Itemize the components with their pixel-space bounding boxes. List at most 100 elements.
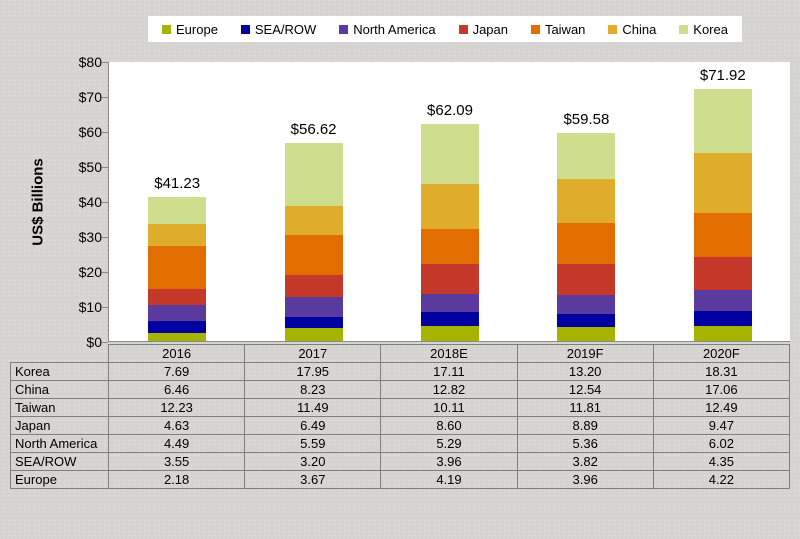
table-value-cell: 3.96 xyxy=(380,452,518,471)
bar-2018e: $62.09 xyxy=(421,102,479,341)
table-row-north-america: North America 4.49 5.59 5.29 5.36 6.02 xyxy=(10,434,791,453)
y-tick-label: $80 xyxy=(78,54,102,70)
table-value-cell: 4.63 xyxy=(107,416,246,435)
table-year-header: 2018E xyxy=(380,344,518,363)
legend-item-label: SEA/ROW xyxy=(254,21,317,37)
table-value-cell: 5.59 xyxy=(244,434,382,453)
bar-segment-north-america xyxy=(693,289,752,312)
table-row-sea-row: SEA/ROW 3.55 3.20 3.96 3.82 4.35 xyxy=(10,452,791,471)
y-tick-mark xyxy=(102,237,108,238)
table-row-label: SEA/ROW xyxy=(10,452,109,471)
y-tick-mark xyxy=(102,97,108,98)
table-value-cell: 17.06 xyxy=(652,380,791,399)
bar-segment-korea xyxy=(284,142,343,206)
table-row-china: China 6.46 8.23 12.82 12.54 17.06 xyxy=(10,380,791,399)
table-row-label: Taiwan xyxy=(10,398,109,417)
y-tick-mark xyxy=(102,342,108,343)
bar-segment-china xyxy=(557,178,616,223)
bar-total-label: $62.09 xyxy=(427,101,473,119)
legend-swatch-europe-icon xyxy=(162,24,171,34)
bar-segment-sea-row xyxy=(421,312,479,327)
y-tick-mark xyxy=(102,272,108,273)
legend-item-label: Europe xyxy=(176,21,218,37)
legend-item-label: North America xyxy=(353,21,436,37)
table-value-cell: 12.23 xyxy=(107,398,246,417)
table-row-label: Korea xyxy=(10,362,109,381)
legend-swatch-korea-icon xyxy=(679,24,689,34)
bar-segment-japan xyxy=(693,256,752,290)
legend-item-korea: Korea xyxy=(679,22,728,37)
table-year-header: 2017 xyxy=(244,344,382,363)
table-value-cell: 2.18 xyxy=(107,470,246,489)
legend-item-japan: Japan xyxy=(458,21,508,37)
chart-legend: Europe SEA/ROW North America Japan Taiwan Chi… xyxy=(148,16,742,42)
y-tick-label: $20 xyxy=(78,264,102,280)
bar-segment-north-america xyxy=(421,293,479,313)
table-value-cell: 5.29 xyxy=(380,434,518,453)
y-tick-mark xyxy=(102,202,108,203)
table-value-cell: 6.46 xyxy=(107,380,246,399)
table-value-cell: 12.82 xyxy=(380,380,518,399)
bar-segment-japan xyxy=(421,263,479,294)
table-value-cell: 12.49 xyxy=(652,398,791,417)
table-value-cell: 17.11 xyxy=(380,362,518,381)
legend-item-label: Japan xyxy=(472,21,508,37)
bar-segment-korea xyxy=(421,123,479,184)
table-value-cell: 3.82 xyxy=(516,452,654,471)
bar-segment-sea-row xyxy=(148,320,207,334)
bar-2017: $56.62 xyxy=(284,121,343,341)
table-value-cell: 13.20 xyxy=(516,362,654,381)
data-table: 2016 2017 2018E 2019F 2020F Korea 7.69 17.95 17.… xyxy=(10,344,791,489)
legend-swatch-japan-icon xyxy=(458,24,468,34)
legend-item-label: China xyxy=(622,21,657,37)
table-value-cell: 11.49 xyxy=(244,398,382,417)
table-value-cell: 6.02 xyxy=(652,434,791,453)
bar-segment-europe xyxy=(557,327,616,341)
table-year-header: 2016 xyxy=(107,344,246,363)
bar-segment-europe xyxy=(284,328,343,341)
bar-segment-europe xyxy=(421,326,479,341)
table-value-cell: 4.19 xyxy=(380,470,518,489)
table-year-header: 2020F xyxy=(652,344,791,363)
bar-segment-korea xyxy=(693,89,752,154)
table-value-cell: 3.96 xyxy=(516,470,654,489)
legend-item-sea-row: SEA/ROW xyxy=(240,21,317,37)
bar-segment-korea xyxy=(148,196,207,224)
y-tick-label: $30 xyxy=(78,229,102,245)
legend-swatch-china-icon xyxy=(608,24,618,34)
bar-segment-china xyxy=(148,223,207,247)
y-tick-mark xyxy=(102,62,108,63)
y-tick-label: $60 xyxy=(78,124,102,140)
y-tick-label: $50 xyxy=(78,159,102,175)
table-row-korea: Korea 7.69 17.95 17.11 13.20 18.31 xyxy=(10,362,791,381)
legend-item-europe: Europe xyxy=(162,22,218,37)
legend-item-label: Taiwan xyxy=(544,21,586,37)
bar-2016: $41.23 xyxy=(148,175,207,341)
table-row-label: Europe xyxy=(10,470,109,489)
legend-swatch-sea-row-icon xyxy=(240,24,250,34)
table-row-label: China xyxy=(10,380,109,399)
bar-segment-sea-row xyxy=(693,311,752,327)
table-corner-cell xyxy=(11,345,109,363)
table-value-cell: 8.23 xyxy=(244,380,382,399)
bar-segment-sea-row xyxy=(284,316,343,329)
table-row-label: North America xyxy=(10,434,109,453)
table-row-japan: Japan 4.63 6.49 8.60 8.89 9.47 xyxy=(10,416,791,435)
bar-segment-taiwan xyxy=(693,213,752,257)
table-value-cell: 4.49 xyxy=(107,434,246,453)
plot-area: $41.23 $56.62 $62.09 $59.58 $71.92 xyxy=(108,62,790,342)
bar-segment-sea-row xyxy=(557,313,616,328)
bar-segment-taiwan xyxy=(421,228,479,264)
bar-segment-north-america xyxy=(557,295,616,314)
bar-segment-taiwan xyxy=(148,246,207,290)
legend-item-taiwan: Taiwan xyxy=(530,21,586,37)
bar-segment-japan xyxy=(557,263,616,296)
bar-segment-korea xyxy=(557,132,616,179)
y-tick-label: $10 xyxy=(78,299,102,315)
table-row-europe: Europe 2.18 3.67 4.19 3.96 4.22 xyxy=(10,470,791,489)
y-tick-label: $0 xyxy=(86,334,102,350)
table-value-cell: 4.22 xyxy=(652,470,791,489)
bar-segment-china xyxy=(693,153,752,214)
bar-segment-china xyxy=(421,183,479,229)
bar-total-label: $56.62 xyxy=(290,120,337,138)
